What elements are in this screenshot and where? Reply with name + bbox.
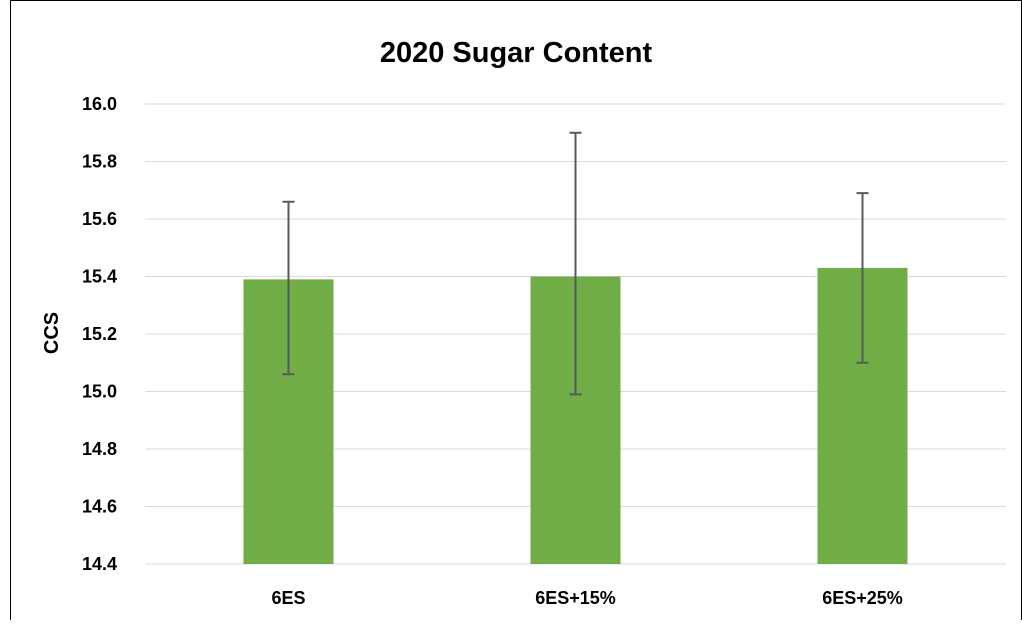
y-tick-label: 15.0 (82, 382, 117, 402)
y-tick-label: 15.8 (82, 152, 117, 172)
error-bars (282, 131, 869, 396)
y-axis-label: CCS (41, 312, 63, 354)
y-tick-labels: 14.4 14.6 14.8 15.0 15.2 15.4 15.6 15.8 16.0 (82, 94, 117, 574)
x-tick-label: 6ES (271, 588, 305, 608)
x-tick-label: 6ES+15% (535, 588, 616, 608)
y-tick-label: 16.0 (82, 94, 117, 114)
y-tick-label: 15.6 (82, 209, 117, 229)
x-tick-label: 6ES+25% (822, 588, 903, 608)
chart-title: 2020 Sugar Content (380, 37, 653, 69)
y-tick-label: 15.4 (82, 267, 117, 287)
y-tick-label: 14.4 (82, 554, 117, 574)
y-tick-label: 15.2 (82, 324, 117, 344)
y-tick-label: 14.6 (82, 497, 117, 517)
x-tick-labels: 6ES 6ES+15% 6ES+25% (271, 588, 902, 608)
y-tick-label: 14.8 (82, 439, 117, 459)
